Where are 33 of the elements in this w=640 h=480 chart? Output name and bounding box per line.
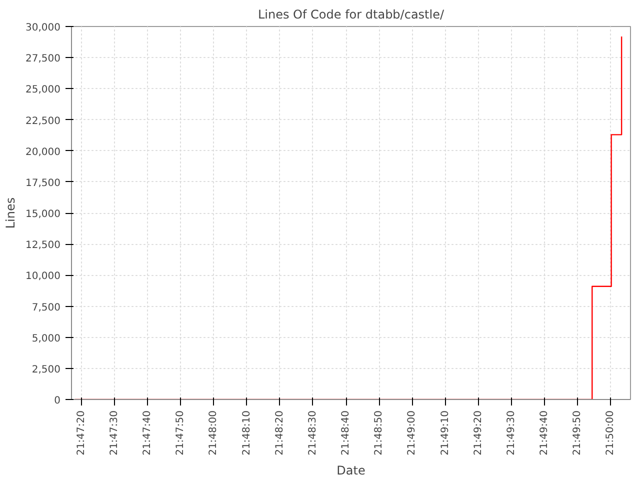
y-tick-label: 0 [54,396,61,406]
y-axis-title: Lines [4,197,18,229]
x-tick-label: 21:49:20 [472,410,484,456]
x-tick-label: 21:48:10 [241,410,252,456]
x-tick-label: 21:47:40 [142,410,154,456]
x-tick-label: 21:48:00 [208,410,220,456]
x-axis-title: Date [336,463,366,478]
y-tick-label: 7,500 [32,302,61,314]
y-tick-label: 10,000 [26,271,61,282]
y-tick-label: 2,500 [32,364,61,376]
x-tick-label: 21:49:50 [572,410,584,456]
chart-title: Lines Of Code for dtabb/castle/ [258,8,445,22]
x-tick-label: 21:50:00 [605,410,616,456]
x-tick-label: 21:49:10 [440,410,451,456]
x-tick-label: 21:47:20 [76,410,87,456]
x-tick-label: 21:48:30 [307,410,318,456]
y-tick-label: 12,500 [26,240,61,252]
x-tick-label: 21:49:30 [506,410,517,456]
x-tick-label: 21:48:50 [374,410,385,456]
y-tick-label: 27,500 [26,54,61,65]
x-tick-label: 21:47:30 [109,410,120,456]
x-tick-label: 21:47:50 [175,410,186,456]
x-tick-label: 21:48:40 [340,410,352,456]
x-tick-label: 21:49:40 [539,410,550,456]
y-tick-label: 25,000 [26,84,61,96]
x-tick-label: 21:48:20 [274,410,286,456]
x-tick-label: 21:49:00 [406,410,418,456]
y-tick-label: 30,000 [26,22,61,34]
y-tick-label: 17,500 [26,178,61,189]
y-tick-label: 15,000 [26,209,61,220]
y-tick-label: 5,000 [32,333,61,344]
y-tick-label: 22,500 [26,116,61,127]
y-tick-label: 20,000 [26,146,61,158]
